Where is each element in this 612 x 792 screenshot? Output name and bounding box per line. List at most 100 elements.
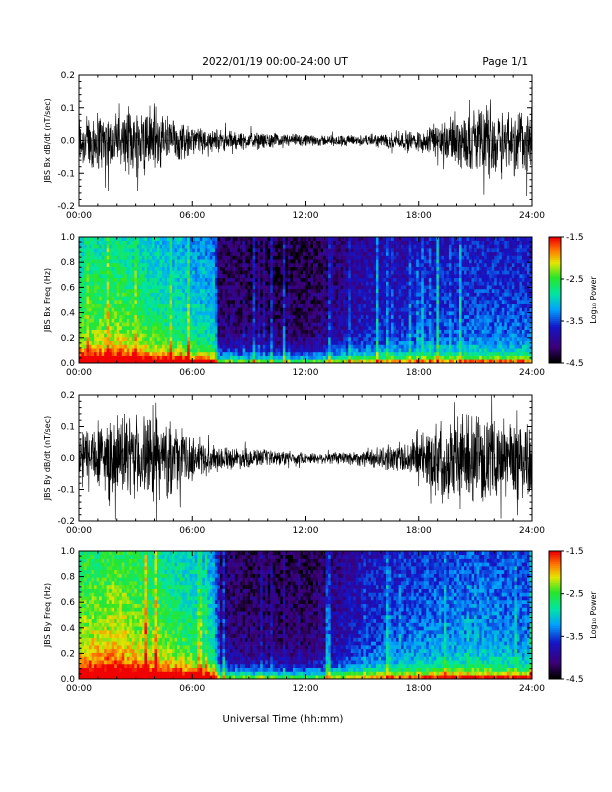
spectrogram-cell <box>212 244 216 249</box>
spectrogram-cell <box>320 340 324 345</box>
spectrogram-cell <box>129 314 133 319</box>
spectrogram-cell <box>386 344 389 349</box>
spectrogram-cell <box>237 270 241 275</box>
spectrogram-cell <box>262 251 266 256</box>
spectrogram-cell <box>426 255 430 260</box>
spectrogram-cell <box>79 322 82 327</box>
spectrogram-cell <box>370 307 374 312</box>
spectrogram-cell <box>89 311 92 316</box>
spectrogram-cell <box>96 307 100 312</box>
spectrogram-cell <box>204 329 208 334</box>
spectrogram-cell <box>99 303 102 308</box>
spectrogram-cell <box>391 355 394 360</box>
spectrogram-cell <box>275 288 279 293</box>
spectrogram-cell <box>277 307 281 312</box>
spectrogram-cell <box>252 314 256 319</box>
spectrogram-cell <box>277 359 281 364</box>
spectrogram-cell <box>157 288 160 293</box>
spectrogram-cell <box>386 274 389 279</box>
spectrogram-cell <box>343 270 347 275</box>
spectrogram-cell <box>338 259 342 264</box>
spectrogram-cell <box>313 303 316 308</box>
spectrogram-cell <box>164 288 168 293</box>
spectrogram-cell <box>373 296 377 301</box>
spectrogram-cell <box>189 255 193 260</box>
spectrogram-cell <box>79 266 82 271</box>
spectrogram-cell <box>157 274 160 279</box>
spectrogram-cell <box>162 325 165 330</box>
spectrogram-cell <box>255 274 258 279</box>
spectrogram-cell <box>315 270 319 275</box>
spectrogram-cell <box>157 248 160 253</box>
spectrogram-cell <box>433 274 437 279</box>
spectrogram-cell <box>159 348 163 353</box>
spectrogram-cell <box>335 355 339 360</box>
spectrogram-cell <box>129 359 133 364</box>
spectrogram-cell <box>388 248 392 253</box>
spectrogram-cell <box>416 288 420 293</box>
spectrogram-cell <box>282 259 286 264</box>
spectrogram-cell <box>348 274 352 279</box>
spectrogram-cell <box>214 244 218 249</box>
spectrogram-cell <box>230 333 233 338</box>
spectrogram-cell <box>416 325 420 330</box>
spectrogram-cell <box>285 325 289 330</box>
spectrogram-cell <box>222 266 226 271</box>
spectrogram-cell <box>134 251 138 256</box>
spectrogram-cell <box>318 344 321 349</box>
spectrogram-cell <box>406 318 409 323</box>
spectrogram-cell <box>94 240 97 245</box>
spectrogram-cell <box>207 274 211 279</box>
spectrogram-cell <box>81 355 85 360</box>
spectrogram-cell <box>131 270 135 275</box>
spectrogram-cell <box>277 355 281 360</box>
spectrogram-cell <box>197 270 201 275</box>
spectrogram-cell <box>290 274 294 279</box>
spectrogram-cell <box>232 314 236 319</box>
spectrogram-cell <box>383 355 387 360</box>
spectrogram-cell <box>219 244 223 249</box>
spectrogram-cell <box>189 277 193 282</box>
spectrogram-cell <box>146 303 150 308</box>
spectrogram-cell <box>406 244 409 249</box>
spectrogram-cell <box>411 307 415 312</box>
spectrogram-cell <box>416 300 420 305</box>
spectrogram-cell <box>179 244 183 249</box>
spectrogram-cell <box>204 270 208 275</box>
spectrogram-cell <box>169 285 173 290</box>
spectrogram-cell <box>287 240 291 245</box>
spectrogram-cell <box>89 285 92 290</box>
spectrogram-cell <box>202 325 206 330</box>
spectrogram-cell <box>164 325 168 330</box>
spectrogram-cell <box>308 311 311 316</box>
spectrogram-cell <box>250 359 253 364</box>
spectrogram-cell <box>187 240 191 245</box>
spectrogram-cell <box>245 292 248 297</box>
spectrogram-cell <box>99 259 102 264</box>
spectrogram-cell <box>242 329 246 334</box>
spectrogram-cell <box>345 292 349 297</box>
spectrogram-cell <box>365 333 369 338</box>
spectrogram-cell <box>242 288 246 293</box>
spectrogram-cell <box>111 266 115 271</box>
spectrogram-cell <box>386 318 389 323</box>
spectrogram-cell <box>318 237 321 242</box>
y-axis-label: JBS Bx dB/dt (nT/sec) <box>43 98 52 184</box>
spectrogram-cell <box>139 359 143 364</box>
spectrogram-cell <box>164 351 168 356</box>
spectrogram-cell <box>255 311 258 316</box>
spectrogram-cell <box>320 355 324 360</box>
spectrogram-cell <box>436 266 440 271</box>
spectrogram-cell <box>418 285 422 290</box>
spectrogram-cell <box>383 270 387 275</box>
spectrogram-cell <box>338 311 342 316</box>
spectrogram-cell <box>159 259 163 264</box>
spectrogram-cell <box>177 344 180 349</box>
spectrogram-cell <box>426 237 430 242</box>
spectrogram-cell <box>119 266 123 271</box>
spectrogram-cell <box>242 351 246 356</box>
spectrogram-cell <box>222 303 226 308</box>
spectrogram-cell <box>305 300 309 305</box>
spectrogram-cell <box>343 351 347 356</box>
spectrogram-cell <box>381 288 384 293</box>
